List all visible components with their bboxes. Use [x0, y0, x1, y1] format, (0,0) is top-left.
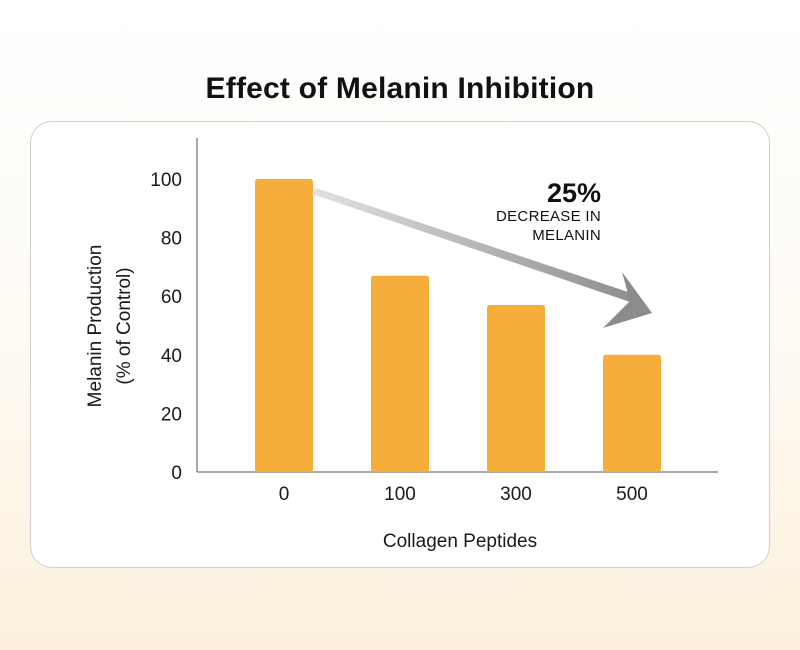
y-tick-label: 0 [171, 463, 182, 484]
trend-arrow [312, 188, 640, 304]
annotation-line-2: MELANIN [532, 227, 601, 244]
y-tick-label: 20 [161, 404, 182, 425]
bar [603, 354, 661, 472]
x-tick-label: 500 [616, 484, 648, 505]
x-tick-label: 100 [384, 484, 416, 505]
annotation-line-1: DECREASE IN [496, 208, 601, 225]
y-tick-label: 40 [161, 346, 182, 367]
annotation-percent: 25% [547, 178, 601, 208]
x-tick-label: 0 [279, 484, 290, 505]
y-tick-label: 80 [161, 229, 182, 250]
y-axis-label-line-2: (% of Control) [114, 267, 135, 384]
x-tick-label: 300 [500, 484, 532, 505]
bar [487, 305, 545, 472]
x-axis-label: Collagen Peptides [383, 531, 537, 552]
bar [371, 275, 429, 472]
y-tick-label: 100 [150, 170, 182, 191]
bar [255, 179, 313, 472]
trend-arrow-head [603, 272, 652, 328]
y-tick-label: 60 [161, 287, 182, 308]
y-axis-label-line-1: Melanin Production [85, 245, 106, 408]
chart-title: Effect of Melanin Inhibition [205, 72, 595, 105]
